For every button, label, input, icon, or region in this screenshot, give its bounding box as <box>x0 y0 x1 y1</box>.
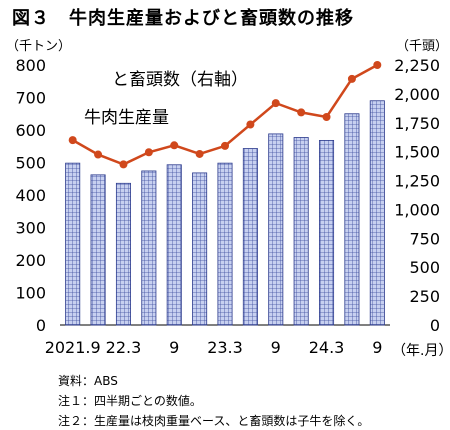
y-right-tick-label: 1,500 <box>394 143 440 162</box>
y-left-tick-label: 500 <box>15 154 46 173</box>
bar <box>141 170 157 326</box>
y-right-unit: （千頭） <box>396 39 448 54</box>
bar <box>319 139 335 326</box>
line-point <box>119 160 128 169</box>
annotations: と畜頭数（右軸） 牛肉生産量 <box>84 70 248 128</box>
note-1: 注１：四半期ごとの数値。 <box>58 394 202 408</box>
chart-area: 0 100 200 300 400 500 600 700 800 （千トン） 0 250 500 750… <box>6 39 450 359</box>
bar <box>217 162 233 326</box>
line-point <box>322 113 331 121</box>
x-tick-label: 24.3 <box>309 338 345 357</box>
y-right-tick-label: 1,750 <box>394 114 440 133</box>
bar <box>369 100 385 326</box>
bar <box>90 174 106 326</box>
bar <box>242 148 258 326</box>
line-point <box>246 120 255 129</box>
line-point <box>144 148 153 157</box>
line-point <box>221 141 229 150</box>
line-point <box>297 108 306 117</box>
y-left-unit: （千トン） <box>6 39 71 54</box>
y-right-tick-label: 1,250 <box>394 172 440 191</box>
line-point <box>195 149 204 158</box>
x-tick-label: 2021.9 <box>45 338 101 357</box>
bars <box>65 100 385 326</box>
x-tick-label: 9 <box>271 338 281 357</box>
line-point <box>347 74 356 83</box>
bar-series-label: 牛肉生産量 <box>84 108 169 128</box>
x-tick-label: 9 <box>169 338 179 357</box>
x-tick-label: 9 <box>372 338 382 357</box>
bar <box>293 137 309 326</box>
y-left-tick-label: 800 <box>15 56 46 75</box>
chart-title: 図３ 牛肉生産量およびと畜頭数の推移 <box>12 8 354 29</box>
line-point <box>170 141 179 150</box>
x-tick-label: 22.3 <box>106 338 142 357</box>
y-left-tick-label: 100 <box>15 284 46 303</box>
note-2: 注２：生産量は枝肉重量ベース、と畜頭数は子牛を除く。 <box>58 414 370 428</box>
y-right-tick-label: 250 <box>409 287 440 306</box>
y-left-tick-label: 400 <box>15 186 46 205</box>
line-series-label: と畜頭数（右軸） <box>112 70 248 90</box>
y-right-tick-label: 2,250 <box>394 56 440 75</box>
y-right-tick-label: 500 <box>409 258 440 277</box>
y-right-tick-label: 1,000 <box>394 200 440 219</box>
note-source: 資料：ABS <box>58 374 118 388</box>
y-right-tick-label: 750 <box>409 229 440 248</box>
y-left-tick-label: 300 <box>15 219 46 238</box>
x-unit: （年.月） <box>392 343 450 359</box>
bar <box>192 172 208 326</box>
bar <box>268 133 284 326</box>
bar <box>166 164 182 326</box>
bar <box>65 162 81 326</box>
line-series <box>68 61 382 169</box>
line-point <box>373 61 382 69</box>
x-tick-label: 23.3 <box>207 338 243 357</box>
y-left-tick-label: 700 <box>15 89 46 108</box>
y-left-tick-label: 600 <box>15 121 46 140</box>
y-right-tick-label: 0 <box>430 316 440 335</box>
y-left-tick-label: 200 <box>15 251 46 270</box>
axes: 0 100 200 300 400 500 600 700 800 （千トン） 0 250 500 750… <box>6 39 450 359</box>
bar <box>115 182 131 326</box>
bar <box>344 113 360 326</box>
y-left-tick-label: 0 <box>36 316 46 335</box>
line-point <box>271 99 280 108</box>
y-right-tick-label: 2,000 <box>394 85 440 104</box>
line-point <box>94 150 103 159</box>
line-point <box>68 136 77 145</box>
